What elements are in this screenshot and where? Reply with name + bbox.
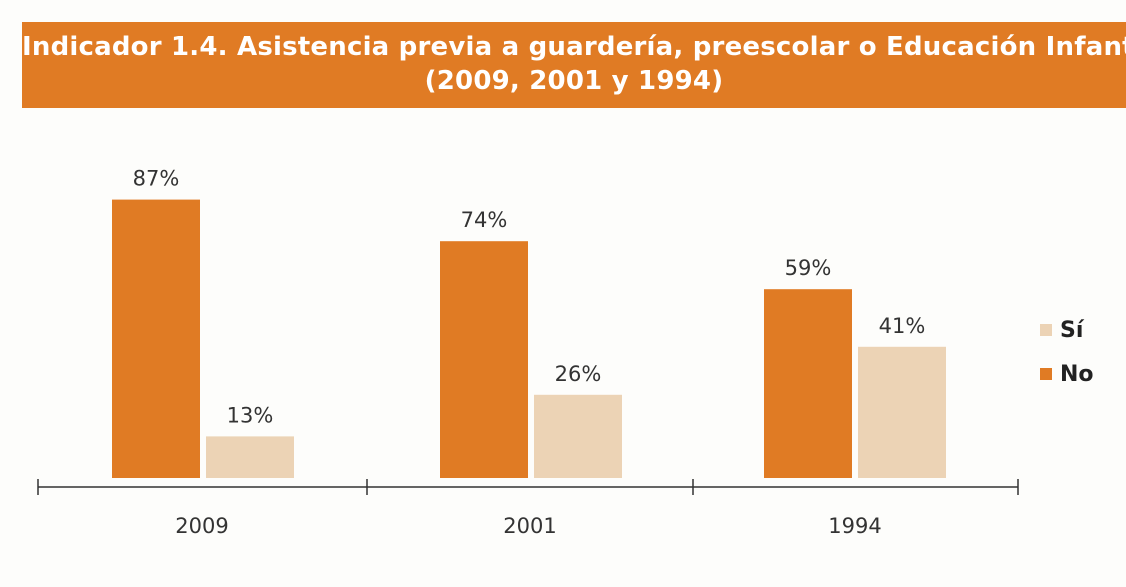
- legend: Sí No: [1040, 308, 1094, 396]
- x-tick-label-1994: 1994: [828, 514, 881, 538]
- chart-subtitle: (2009, 2001 y 1994): [424, 66, 724, 96]
- x-axis: [37, 479, 1019, 495]
- legend-label-no: No: [1060, 361, 1094, 387]
- bars-group: [112, 199, 946, 478]
- bar-no-2001: [440, 241, 528, 478]
- chart-header: Indicador 1.4. Asistencia previa a guard…: [22, 22, 1126, 108]
- bar-si-2001: [534, 394, 622, 478]
- x-tick-label-2009: 2009: [175, 514, 228, 538]
- legend-label-si: Sí: [1060, 317, 1084, 343]
- legend-swatch-no: [1040, 368, 1052, 380]
- x-tick-label-2001: 2001: [503, 514, 556, 538]
- value-label-no-2009: 87%: [133, 167, 180, 191]
- value-labels-group: 87% 13% 74% 26% 59% 41%: [133, 167, 926, 428]
- x-tick-labels: 2009 2001 1994: [175, 514, 881, 538]
- bar-no-2009: [112, 199, 200, 478]
- bar-no-1994: [764, 289, 852, 478]
- value-label-no-1994: 59%: [785, 256, 832, 280]
- legend-item-si: Sí: [1040, 308, 1094, 352]
- value-label-si-2009: 13%: [227, 403, 274, 427]
- chart-title: Indicador 1.4. Asistencia previa a guard…: [22, 32, 1126, 62]
- value-label-si-1994: 41%: [879, 314, 926, 338]
- value-label-no-2001: 74%: [461, 208, 508, 232]
- legend-swatch-si: [1040, 324, 1052, 336]
- bar-si-2009: [206, 436, 294, 478]
- bar-si-1994: [858, 346, 946, 478]
- value-label-si-2001: 26%: [555, 362, 602, 386]
- legend-item-no: No: [1040, 352, 1094, 396]
- bar-chart: 87% 13% 74% 26% 59% 41% 2009 2001 1994: [37, 167, 1019, 538]
